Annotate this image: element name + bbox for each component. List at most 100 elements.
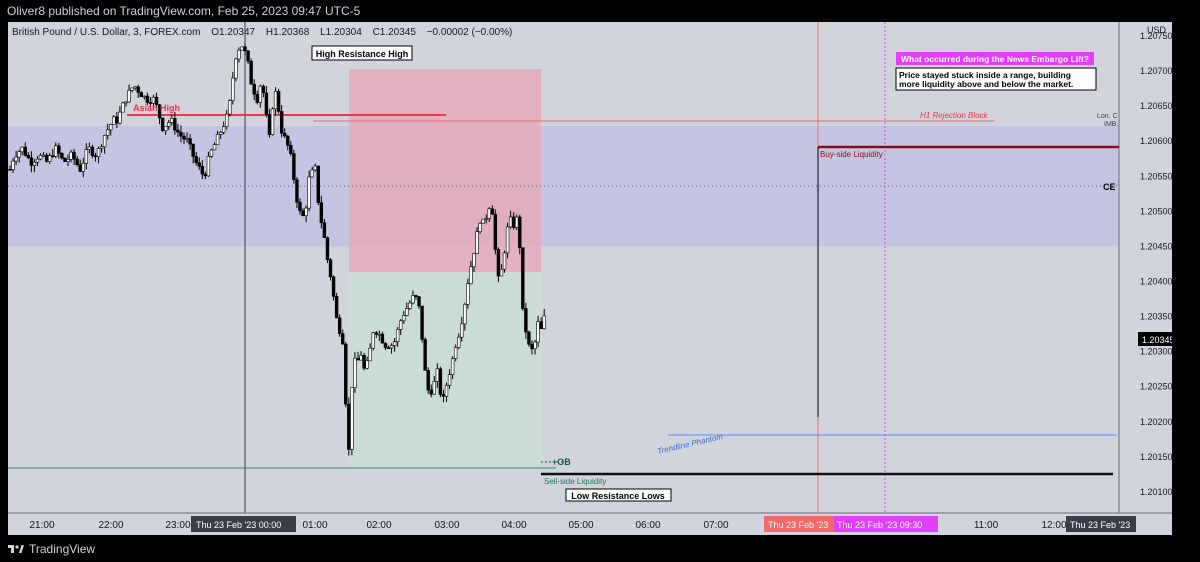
ohlc-close: C1.20345 xyxy=(373,27,417,38)
price-axis-area[interactable] xyxy=(1119,22,1172,513)
ohlc-low: L1.20304 xyxy=(320,27,362,38)
candle-body xyxy=(399,320,403,330)
last-price-badge xyxy=(1138,332,1172,346)
price-ticks: 1.20750 1.20700 1.20650 1.20600 1.20550 1.205… xyxy=(1140,31,1172,497)
candle-body xyxy=(54,145,58,157)
candle-body xyxy=(185,138,189,140)
candle-body xyxy=(20,146,24,153)
candle-body xyxy=(109,124,113,131)
candle-body xyxy=(426,370,430,391)
candle-body xyxy=(47,155,52,162)
ohlc-high: H1.20368 xyxy=(266,27,310,38)
candle-body xyxy=(267,114,272,135)
time-tick-label: 21:00 xyxy=(29,520,54,531)
time-tick-label: 07:00 xyxy=(703,520,728,531)
candle-body xyxy=(356,357,360,361)
time-tick-label: 03:00 xyxy=(434,520,459,531)
candle-body xyxy=(270,108,275,135)
candle-body xyxy=(371,332,375,349)
candle-body xyxy=(69,151,73,160)
candle-body xyxy=(490,208,494,215)
candle-body xyxy=(441,394,446,397)
candle-body xyxy=(481,218,485,224)
candle-body xyxy=(319,202,324,224)
candle-body xyxy=(237,49,241,60)
asian-high-label: Asian High xyxy=(133,103,180,113)
candle-body xyxy=(41,154,46,157)
candle-body xyxy=(44,154,49,162)
published-line: Oliver8 published on TradingView.com, Fe… xyxy=(7,4,361,18)
time-label-box-4 xyxy=(1066,516,1136,532)
candle-body xyxy=(475,231,479,254)
candle-body xyxy=(524,308,528,333)
candle-body xyxy=(347,403,351,450)
candle-body xyxy=(307,176,311,209)
low-resistance-box xyxy=(565,488,672,502)
chart-panel[interactable]: High Resistance High Asian High H1 Rejec… xyxy=(8,22,1172,535)
candle-body xyxy=(457,336,461,348)
price-tick-label: 1.20450 xyxy=(1140,241,1172,251)
candle-body xyxy=(511,216,516,228)
candle-body xyxy=(154,96,159,105)
candle-body xyxy=(322,222,327,238)
candle-body xyxy=(60,152,64,159)
buy-side-label: Buy-side Liquidity xyxy=(820,150,883,159)
candle-body xyxy=(313,165,317,171)
time-label-1: Thu 23 Feb '23 00:00 xyxy=(196,520,281,530)
candle-body xyxy=(295,179,299,203)
candle-body xyxy=(334,296,339,319)
candle-body xyxy=(374,332,378,335)
callout-title: What occurred during the News Embargo Li… xyxy=(901,54,1089,64)
discount-box xyxy=(349,272,541,469)
candle-body xyxy=(536,321,540,343)
candle-body xyxy=(341,333,345,345)
candle-body xyxy=(78,164,82,172)
candle-body xyxy=(38,154,43,160)
candle-body xyxy=(447,374,452,386)
candle-body xyxy=(258,85,263,103)
candle-body xyxy=(438,368,443,395)
candle-body xyxy=(487,208,491,219)
candle-body xyxy=(353,357,357,388)
high-resistance-box xyxy=(311,45,413,61)
candle-body xyxy=(493,213,498,250)
tradingview-logo[interactable]: TradingView xyxy=(8,542,95,556)
time-label-box-1 xyxy=(191,516,296,532)
candle-body xyxy=(212,144,217,151)
candle-body xyxy=(142,95,147,98)
candle-body xyxy=(408,302,412,309)
candle-body xyxy=(279,111,284,134)
candle-body xyxy=(29,157,34,166)
footer-bar: TradingView xyxy=(0,536,1200,562)
candle-body xyxy=(51,155,55,157)
candle-body xyxy=(423,339,427,371)
candle-body xyxy=(499,268,504,277)
candle-body xyxy=(316,165,321,203)
candle-body xyxy=(57,145,61,154)
candle-body xyxy=(102,135,107,148)
candle-body xyxy=(496,249,501,277)
candle-body xyxy=(539,321,543,330)
chart-canvas[interactable]: High Resistance High Asian High H1 Rejec… xyxy=(8,22,1172,535)
candle-body xyxy=(304,207,308,216)
candle-body xyxy=(17,151,21,158)
candle-body xyxy=(255,93,259,103)
candle-body xyxy=(84,149,89,164)
candle-body xyxy=(472,253,476,268)
candle-body xyxy=(542,315,546,330)
candle-body xyxy=(328,259,333,278)
time-label-box-2 xyxy=(764,516,834,532)
candle-body xyxy=(115,116,119,124)
callout-title-box xyxy=(896,52,1094,65)
price-tick-label: 1.20400 xyxy=(1140,277,1172,287)
time-tick-label: 23:00 xyxy=(165,520,190,531)
premium-box xyxy=(349,69,541,272)
candle-body xyxy=(463,304,467,325)
price-tick-label: 1.20150 xyxy=(1140,452,1172,462)
time-label-box-3 xyxy=(834,516,938,532)
candles-group xyxy=(8,43,546,456)
candle-body xyxy=(182,135,186,140)
time-tick-label: 01:00 xyxy=(302,520,327,531)
candle-body xyxy=(359,355,363,361)
candle-body xyxy=(133,86,137,89)
